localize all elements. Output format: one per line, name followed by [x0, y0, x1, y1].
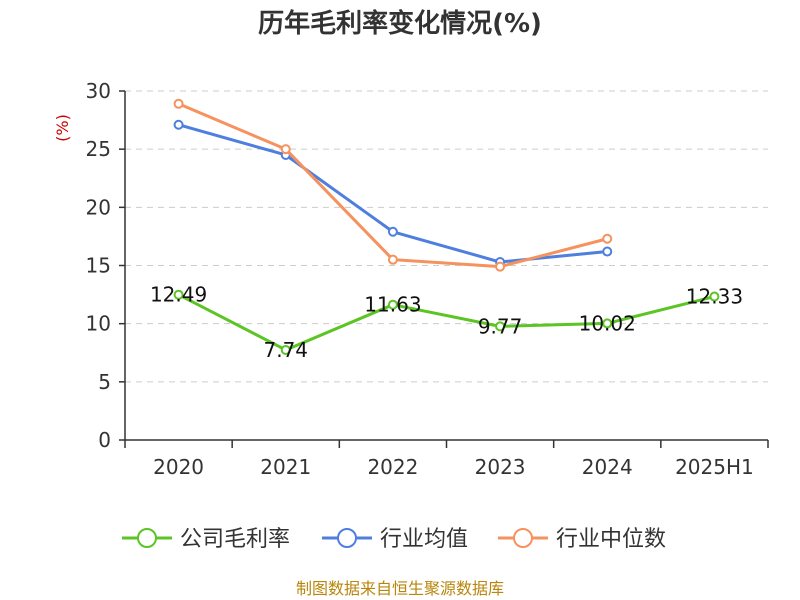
data-label: 12.49 — [150, 283, 207, 307]
source-note: 制图数据来自恒生聚源数据库 — [296, 579, 504, 598]
series-line — [177, 293, 715, 352]
axes: 0 5 10 15 20 25 30 2020 2021 2022 2023 2024 2025H1 — [86, 79, 769, 479]
x-tick-label: 2021 — [260, 455, 311, 479]
series-line — [177, 102, 608, 269]
legend-item: 行业均值 — [322, 527, 468, 552]
data-point — [602, 233, 613, 244]
data-label: 12.33 — [686, 285, 743, 309]
data-point — [387, 254, 398, 265]
data-point — [173, 98, 184, 109]
y-tick-label: 10 — [86, 312, 111, 336]
legend-marker — [137, 528, 157, 548]
data-label: 11.63 — [364, 293, 421, 317]
legend-marker — [337, 528, 357, 548]
y-tick-label: 30 — [86, 79, 111, 103]
x-tick-label: 2023 — [475, 455, 526, 479]
y-tick-label: 20 — [86, 195, 111, 219]
series-line — [178, 123, 608, 264]
data-label: 9.77 — [478, 314, 523, 338]
y-tick-label: 25 — [86, 137, 111, 161]
data-labels: 12.49 7.74 11.63 9.77 10.02 12.33 — [150, 283, 743, 362]
data-point — [280, 344, 291, 355]
x-tick-label: 2020 — [153, 455, 204, 479]
series — [173, 98, 720, 355]
data-point — [495, 321, 506, 332]
legend-item: 行业中位数 — [498, 527, 666, 552]
data-label: 10.02 — [579, 311, 636, 335]
data-point — [280, 144, 291, 155]
legend-label: 行业中位数 — [556, 527, 666, 552]
legend-marker — [513, 528, 533, 548]
legend-item: 公司毛利率 — [122, 527, 290, 552]
legend-label: 行业均值 — [380, 527, 468, 552]
y-tick-label: 0 — [98, 428, 111, 452]
data-label: 7.74 — [263, 338, 308, 362]
y-tick-label: 5 — [98, 370, 111, 394]
data-point — [495, 261, 506, 272]
data-point — [387, 226, 398, 237]
x-tick-label: 2024 — [582, 455, 633, 479]
legend: 公司毛利率 行业均值 行业中位数 — [122, 527, 666, 552]
data-point — [602, 246, 613, 257]
chart-title: 历年毛利率变化情况(%) — [258, 8, 542, 39]
x-tick-label: 2025H1 — [675, 455, 754, 479]
data-point — [709, 291, 720, 302]
y-tick-label: 15 — [86, 254, 111, 278]
legend-label: 公司毛利率 — [180, 527, 290, 552]
grid — [125, 90, 768, 383]
data-point — [602, 318, 613, 329]
y-unit-label: (%) — [53, 114, 72, 142]
data-point — [173, 119, 184, 130]
data-point — [173, 289, 184, 300]
data-point — [387, 299, 398, 310]
x-tick-label: 2022 — [367, 455, 418, 479]
